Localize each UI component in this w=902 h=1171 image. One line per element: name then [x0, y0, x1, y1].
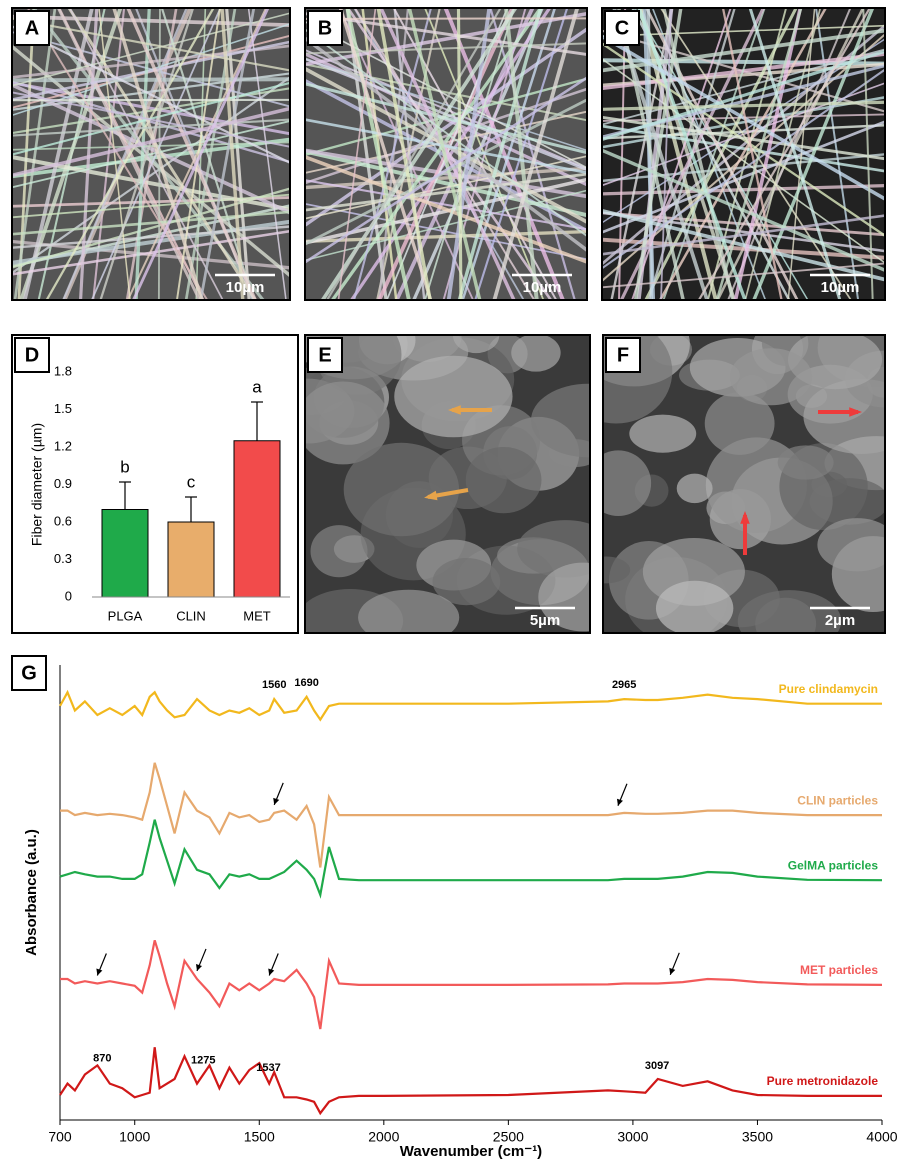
particle — [344, 443, 459, 536]
x-tick-label: 3000 — [617, 1129, 648, 1145]
x-tick-label: 2000 — [368, 1129, 399, 1145]
series-label: GelMA particles — [788, 858, 879, 872]
panel-label: E — [318, 344, 331, 366]
x-tick-label: 4000 — [866, 1129, 897, 1145]
x-tick-label: 700 — [48, 1129, 72, 1145]
pointer-arrow-head — [268, 969, 274, 976]
particle — [730, 348, 812, 405]
figure: A 10µm B 10µm C 10µm E 5µm F 2µm D 0 0.3 0.6 0.9 1.2 1.5… — [0, 0, 902, 1166]
bar — [168, 522, 214, 597]
panel-label: G — [21, 662, 37, 684]
y-tick-label: 0.3 — [54, 551, 72, 566]
significance-letter: c — [187, 472, 196, 491]
x-tick-label: MET — [243, 608, 271, 623]
y-tick-label: 1.5 — [54, 401, 72, 416]
x-tick-label: PLGA — [108, 608, 143, 623]
y-tick-label: 1.2 — [54, 438, 72, 453]
pointer-arrow-head — [617, 799, 623, 806]
particle — [358, 590, 459, 645]
scale-bar-label: 10µm — [523, 279, 562, 296]
significance-letter: a — [252, 377, 262, 396]
scale-bar-label: 10µm — [821, 279, 860, 296]
sem-content — [582, 0, 902, 320]
x-tick-label: 1500 — [244, 1129, 275, 1145]
y-tick-label: 1.8 — [54, 363, 72, 378]
sem-content — [0, 0, 310, 320]
y-tick-label: 0.6 — [54, 513, 72, 528]
particle — [677, 474, 713, 503]
panel-label: A — [25, 17, 39, 39]
sem-image — [582, 0, 902, 320]
y-tick-label: 0.9 — [54, 476, 72, 491]
panel-label: D — [25, 344, 39, 366]
peak-label: 870 — [93, 1053, 111, 1065]
spectrum — [60, 1047, 882, 1113]
spectrum — [60, 940, 882, 1029]
particle — [585, 450, 651, 516]
bar — [102, 510, 148, 598]
pointer-arrow-head — [96, 969, 102, 976]
peak-label: 2965 — [612, 679, 636, 691]
x-axis-label: Wavenumber (cm⁻¹) — [400, 1143, 542, 1160]
significance-letter: b — [120, 457, 129, 476]
peak-label: 3097 — [645, 1060, 669, 1072]
y-axis-label: Fiber diameter (µm) — [29, 423, 45, 546]
panel-label: B — [318, 17, 332, 39]
sem-image — [0, 0, 310, 320]
page: A 10µm B 10µm C 10µm E 5µm F 2µm D 0 0.3 0.6 0.9 1.2 1.5… — [0, 0, 902, 1171]
x-tick-label: 1000 — [119, 1129, 150, 1145]
scale-bar-label: 10µm — [226, 279, 265, 296]
spectrum — [60, 820, 882, 895]
peak-label: 1690 — [294, 677, 318, 689]
peak-label: 1560 — [262, 679, 286, 691]
pointer-arrow-head — [273, 798, 279, 805]
series-label: CLIN particles — [797, 793, 878, 807]
particle — [656, 581, 733, 636]
particle — [511, 334, 560, 372]
particle — [311, 525, 368, 577]
panel-label: F — [617, 344, 629, 366]
x-tick-label: CLIN — [176, 608, 206, 623]
pointer-arrow-head — [196, 964, 202, 971]
scale-bar-label: 2µm — [825, 612, 855, 629]
series-label: Pure clindamycin — [779, 682, 878, 696]
fiber — [0, 79, 310, 80]
peak-label: 1275 — [191, 1054, 215, 1066]
particle — [466, 447, 542, 513]
sem-image — [285, 0, 607, 320]
spectrum — [60, 692, 882, 719]
y-axis-label: Absorbance (a.u.) — [23, 829, 40, 956]
particle — [778, 445, 834, 479]
particle — [394, 356, 512, 438]
panel-label: C — [615, 17, 629, 39]
particle — [629, 415, 696, 453]
scale-bar-label: 5µm — [530, 612, 560, 629]
sem-content — [285, 0, 607, 320]
x-tick-label: 3500 — [742, 1129, 773, 1145]
series-label: MET particles — [800, 963, 878, 977]
pointer-arrow-head — [669, 968, 675, 975]
peak-label: 1537 — [256, 1062, 280, 1074]
y-tick-label: 0 — [65, 588, 72, 603]
series-label: Pure metronidazole — [767, 1074, 879, 1088]
bar — [234, 441, 280, 597]
